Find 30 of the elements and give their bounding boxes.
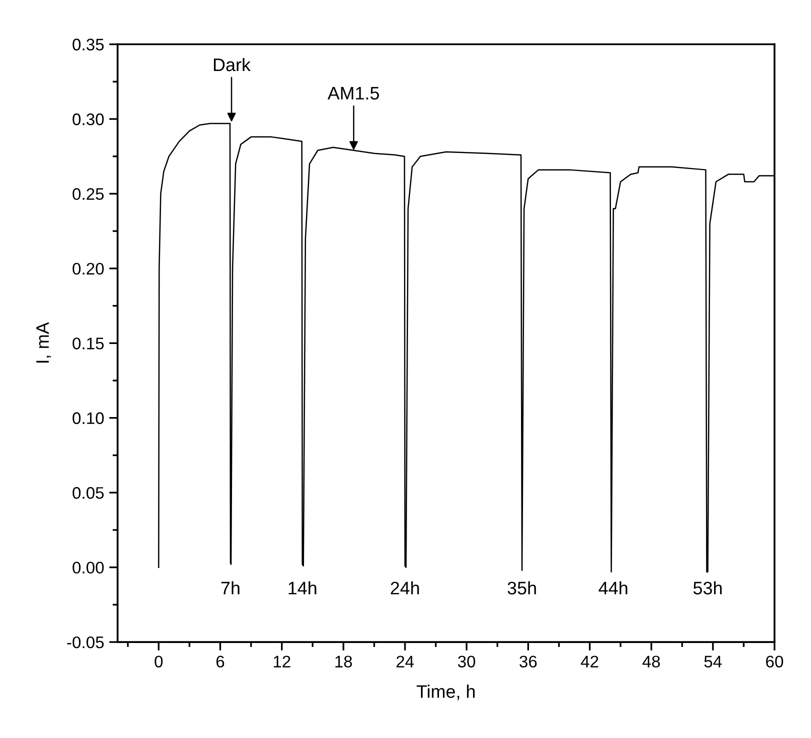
x-tick-label: 6	[216, 656, 224, 668]
annotation: 35h	[508, 581, 536, 594]
y-tick-label: 0.35	[72, 38, 104, 50]
annotation: 53h	[693, 581, 722, 594]
annotation: AM1.5	[328, 86, 380, 100]
y-tick-label: 0.00	[72, 562, 104, 574]
annotation: 7h	[221, 581, 240, 594]
x-tick-label: 54	[704, 656, 722, 668]
x-tick-label: 36	[520, 656, 537, 668]
y-tick-label: 0.10	[72, 412, 104, 424]
x-tick-label: 12	[274, 656, 290, 668]
x-axis-title: Time, h	[416, 684, 475, 700]
x-tick-label: 24	[396, 656, 414, 668]
annotation: 44h	[598, 581, 628, 594]
x-tick-label: 30	[458, 656, 476, 668]
annotation: Dark	[214, 58, 251, 72]
x-tick-label: 48	[642, 656, 660, 668]
y-tick-label: 0.25	[72, 188, 104, 200]
x-tick-label: 42	[580, 656, 598, 668]
annotation: 24h	[390, 581, 419, 594]
x-tick-label: 18	[335, 656, 352, 668]
y-tick-label: 0.30	[72, 113, 104, 126]
y-tick-label: 0.05	[72, 487, 104, 499]
y-tick-label: 0.15	[72, 338, 104, 350]
annotation: 14h	[288, 581, 316, 594]
x-tick-label: 0	[154, 656, 163, 668]
y-tick-label: -0.05	[67, 636, 104, 648]
y-tick-label: 0.20	[72, 262, 104, 275]
y-axis-title: I, mA	[36, 322, 52, 363]
x-tick-label: 60	[766, 656, 784, 668]
